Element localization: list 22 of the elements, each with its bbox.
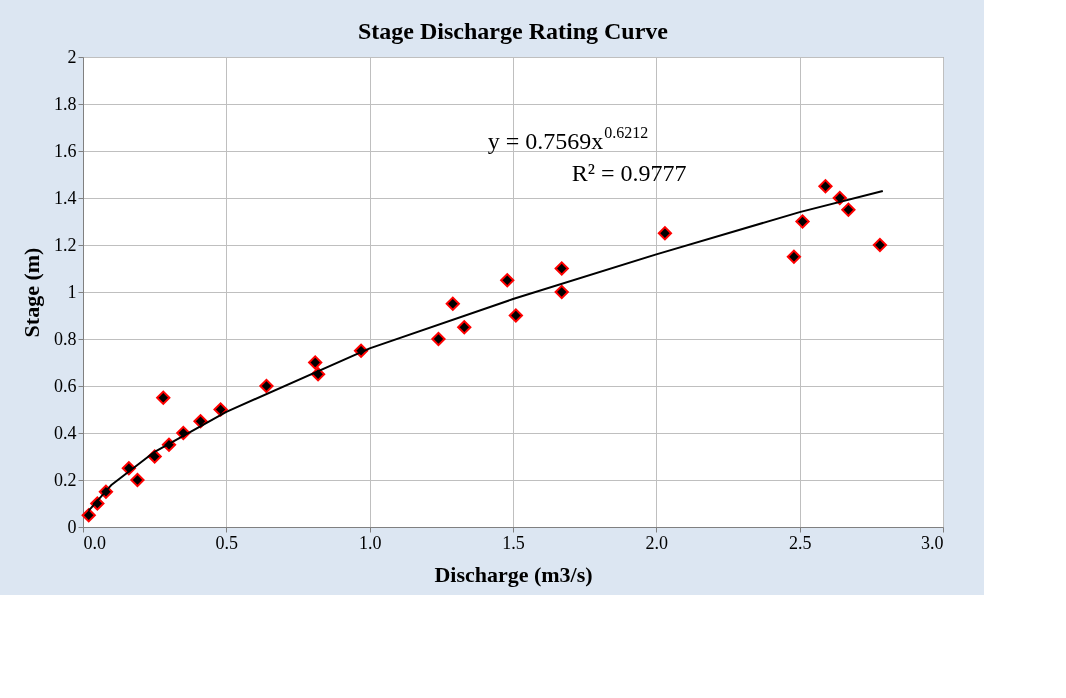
x-tick-label: 3.0 bbox=[921, 532, 944, 553]
annotation: R² = 0.9777 bbox=[571, 160, 687, 186]
y-tick-label: 0.8 bbox=[54, 328, 77, 349]
y-tick-label: 0.6 bbox=[54, 375, 77, 396]
x-tick-label: 2.0 bbox=[645, 532, 669, 553]
y-tick-label: 0.4 bbox=[54, 422, 77, 443]
y-tick-label: 1 bbox=[67, 281, 77, 302]
y-axis-title: Stage (m) bbox=[19, 247, 44, 338]
y-tick-label: 1.2 bbox=[54, 234, 77, 255]
x-tick-label: 1.5 bbox=[502, 532, 525, 553]
x-tick-label: 2.5 bbox=[788, 532, 812, 553]
x-axis-title: Discharge (m3/s) bbox=[434, 561, 593, 587]
y-tick-label: 0 bbox=[67, 516, 77, 537]
y-tick-label: 1.4 bbox=[54, 187, 77, 208]
y-tick-label: 1.6 bbox=[54, 140, 77, 161]
x-tick-label: 1.0 bbox=[358, 532, 382, 553]
x-tick-label: 0.0 bbox=[83, 532, 106, 553]
y-tick-label: 1.8 bbox=[54, 93, 77, 114]
chart-title: Stage Discharge Rating Curve bbox=[358, 18, 669, 44]
y-tick-label: 2 bbox=[67, 46, 77, 67]
y-tick-label: 0.2 bbox=[54, 469, 77, 490]
x-tick-label: 0.5 bbox=[215, 532, 239, 553]
